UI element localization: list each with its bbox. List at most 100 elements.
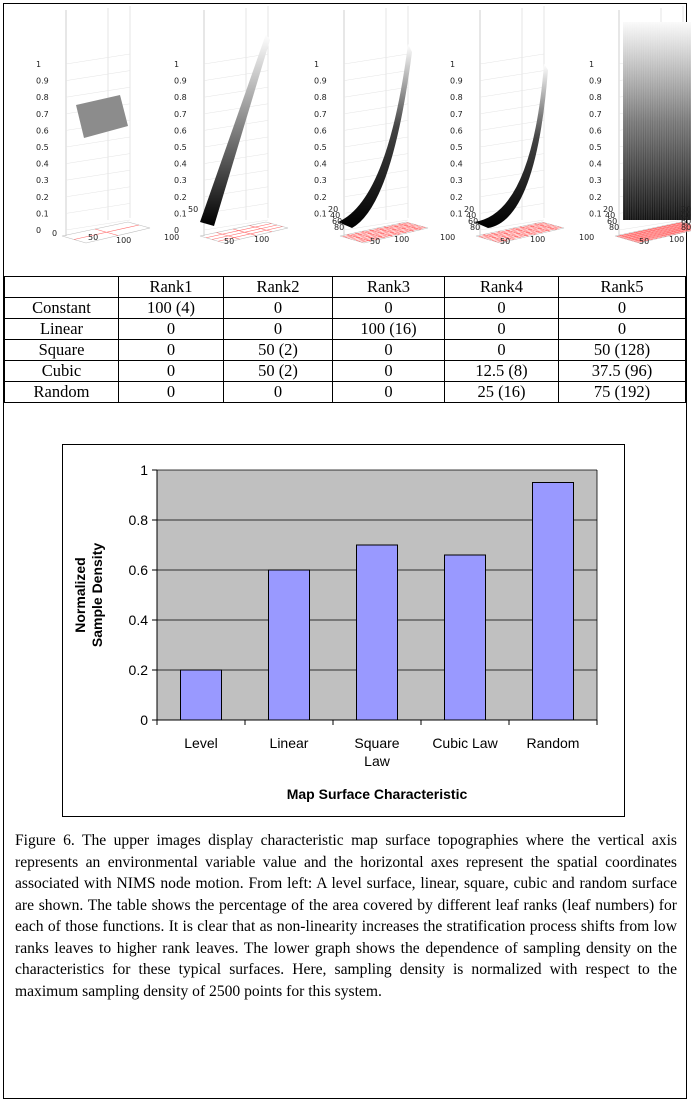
table-cell: 0 <box>558 318 686 340</box>
z-tick-label: 0.9 <box>450 77 463 86</box>
table-row: Constant 100 (4) 0 0 0 0 <box>4 297 686 319</box>
z-tick-label: 0.6 <box>174 126 187 135</box>
x-tick-label: 50 <box>370 237 380 246</box>
table-row-label: Constant <box>4 297 119 319</box>
z-tick-label: 0 <box>174 226 179 235</box>
z-tick-label: 0.7 <box>450 110 463 119</box>
table-cell: 0 <box>223 297 333 319</box>
bar-chart: 0 0.2 0.4 0.6 0.8 1 Level Linear Square Law Cubic … <box>72 462 598 802</box>
y-tick-label: 50 <box>188 205 198 214</box>
z-tick-label: 0.8 <box>36 93 49 102</box>
z-tick-label: 0.7 <box>36 110 49 119</box>
table-cell: 0 <box>332 381 445 403</box>
x-tick-label: 50 <box>639 237 649 246</box>
table-row-label: Square <box>4 339 119 361</box>
y-tick-label: 20 <box>603 205 613 214</box>
z-tick-label: 1 <box>314 60 319 69</box>
bar-linear <box>268 569 310 721</box>
table-cell: 0 <box>223 381 333 403</box>
table-cell: 50 (2) <box>223 339 333 361</box>
x-axis-title: Map Surface Characteristic <box>287 786 468 802</box>
y-tick-label: 0.8 <box>129 512 149 528</box>
table-cell: 0 <box>118 360 224 382</box>
x-tick-label: Linear <box>270 735 309 751</box>
z-tick-label: 0.9 <box>36 77 49 86</box>
table-row: Linear 0 0 100 (16) 0 0 <box>4 318 686 340</box>
table-cell: 75 (192) <box>558 381 686 403</box>
table-cell: 0 <box>444 318 559 340</box>
z-tick-label: 0.2 <box>314 193 327 202</box>
table-row: Random 0 0 0 25 (16) 75 (192) <box>4 381 686 403</box>
z-tick-label: 0.1 <box>174 209 187 218</box>
z-tick-label: 0 <box>36 226 41 235</box>
table-header-cell: Rank5 <box>558 276 686 298</box>
table-cell: 0 <box>444 339 559 361</box>
table-cell: 50 (2) <box>223 360 333 382</box>
table-cell: 37.5 (96) <box>558 360 686 382</box>
z-tick-label: 0.4 <box>450 160 463 169</box>
z-tick-label: 0.8 <box>174 93 187 102</box>
y-tick-label: 40 <box>605 211 615 220</box>
y-tick-label: 80 <box>681 223 691 232</box>
x-tick-label: Law <box>364 753 391 769</box>
x-tick-label: Cubic Law <box>432 735 498 751</box>
y-axis-title-line-2: Sample Density <box>89 543 105 647</box>
z-tick-label: 0.5 <box>174 143 187 152</box>
table-cell: 100 (16) <box>332 318 445 340</box>
table-header-cell <box>4 276 119 298</box>
x-tick-label: 100 <box>530 235 545 244</box>
x-tick-label: Random <box>527 735 580 751</box>
table-cell: 0 <box>444 297 559 319</box>
y-tick-label: 80 <box>609 223 619 232</box>
square-surface <box>338 44 412 228</box>
z-tick-label: 0.8 <box>314 93 327 102</box>
x-tick-label: 50 <box>88 233 98 242</box>
z-tick-label: 0.3 <box>314 176 327 185</box>
z-tick-label: 0.6 <box>36 126 49 135</box>
z-tick-label: 0.9 <box>314 77 327 86</box>
table-header-cell: Rank1 <box>118 276 224 298</box>
z-tick-label: 0.2 <box>36 193 49 202</box>
bar-cubic-law <box>444 554 486 721</box>
z-tick-label: 0.3 <box>450 176 463 185</box>
figure-frame <box>3 3 687 1099</box>
table-cell: 0 <box>118 318 224 340</box>
z-tick-label: 0.4 <box>314 160 327 169</box>
table-header-row: Rank1 Rank2 Rank3 Rank4 Rank5 <box>4 276 686 298</box>
y-tick-label: 1 <box>140 462 148 478</box>
y-tick-label: 60 <box>468 217 478 226</box>
z-tick-label: 1 <box>36 60 41 69</box>
y-tick-label: 80 <box>334 223 344 232</box>
table-row-label: Cubic <box>4 360 119 382</box>
z-tick-label: 0.8 <box>589 93 602 102</box>
z-tick-label: 0.1 <box>450 209 463 218</box>
y-tick-label: 60 <box>332 217 342 226</box>
x-tick-label: 100 <box>254 235 269 244</box>
z-tick-label: 0.2 <box>589 193 602 202</box>
z-tick-label: 0.3 <box>589 176 602 185</box>
table-header-cell: Rank3 <box>332 276 445 298</box>
x-tick-label: 0 <box>52 229 57 238</box>
table-header-cell: Rank2 <box>223 276 333 298</box>
z-tick-label: 0.7 <box>314 110 327 119</box>
y-tick-label: 40 <box>681 211 691 220</box>
z-tick-label: 0.3 <box>174 176 187 185</box>
y-tick-label: 0.6 <box>129 562 149 578</box>
table-cell: 0 <box>332 297 445 319</box>
y-axis-title-line-1: Normalized <box>72 557 88 632</box>
y-tick-label: 80 <box>470 223 480 232</box>
z-tick-label: 1 <box>450 60 455 69</box>
table-header-cell: Rank4 <box>444 276 559 298</box>
table-cell: 0 <box>332 339 445 361</box>
bar-chart-panel: 0 0.2 0.4 0.6 0.8 1 Level Linear Square Law Cubic … <box>62 444 625 817</box>
table-cell: 0 <box>223 318 333 340</box>
x-tick-label: Level <box>184 735 217 751</box>
z-tick-label: 0.4 <box>589 160 602 169</box>
rank-table: Rank1 Rank2 Rank3 Rank4 Rank5 Constant 100 (4)… <box>4 276 686 403</box>
y-tick-label: 60 <box>681 217 691 226</box>
z-tick-label: 0.6 <box>450 126 463 135</box>
table-cell: 50 (128) <box>558 339 686 361</box>
z-tick-label: 0.6 <box>589 126 602 135</box>
z-tick-label: 0.5 <box>589 143 602 152</box>
